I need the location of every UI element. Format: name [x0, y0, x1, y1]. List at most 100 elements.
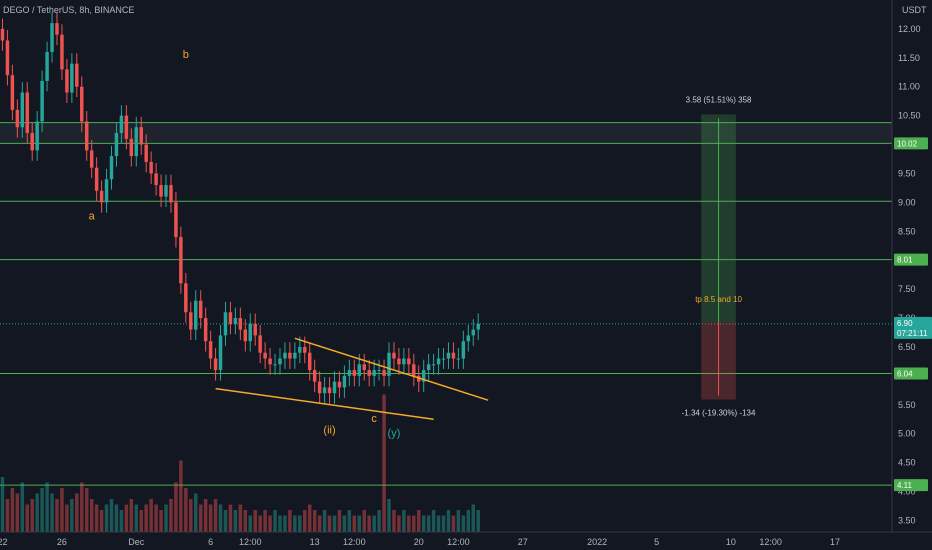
candle-body[interactable]: [357, 364, 362, 376]
trendlines[interactable]: [215, 337, 489, 420]
candle-body[interactable]: [372, 370, 376, 376]
candle-body[interactable]: [412, 364, 416, 376]
candle-body[interactable]: [253, 323, 257, 336]
candle-body[interactable]: [392, 352, 396, 359]
candle-body[interactable]: [446, 352, 451, 359]
candle-body[interactable]: [119, 115, 124, 133]
candle-body[interactable]: [436, 358, 441, 365]
candle-body[interactable]: [20, 92, 25, 128]
candle-body[interactable]: [431, 364, 436, 366]
long-position-tool[interactable]: 3.58 (51.51%) 358 -1.34 (-19.30%) -134 tp …: [682, 95, 756, 417]
candle-body[interactable]: [80, 86, 84, 122]
candle-body[interactable]: [258, 335, 262, 353]
candle-body[interactable]: [402, 358, 406, 365]
candle-body[interactable]: [322, 387, 327, 394]
trendline[interactable]: [294, 337, 489, 401]
candle-body[interactable]: [248, 323, 252, 342]
candle-body[interactable]: [476, 323, 480, 330]
candle-body[interactable]: [124, 115, 129, 139]
candle-body[interactable]: [228, 312, 233, 324]
trendline[interactable]: [215, 387, 434, 420]
candle-body[interactable]: [99, 190, 104, 203]
candle-body[interactable]: [417, 375, 421, 382]
candle-body[interactable]: [89, 150, 94, 168]
candle-body[interactable]: [10, 75, 15, 110]
candle-body[interactable]: [268, 358, 272, 365]
candle-body[interactable]: [327, 387, 332, 394]
candle-body[interactable]: [55, 23, 59, 35]
time-axis[interactable]: 22 26 Dec 6 12:00 13 12:00 20 12:00 27 2022 5 10 12:0…: [0, 537, 840, 547]
candle-body[interactable]: [50, 23, 54, 53]
candle-body[interactable]: [129, 138, 134, 157]
candle-body[interactable]: [164, 185, 168, 197]
candle-body[interactable]: [471, 329, 475, 336]
candle-body[interactable]: [15, 109, 20, 128]
candle-body[interactable]: [307, 352, 312, 371]
candle-body[interactable]: [189, 312, 193, 330]
candle-body[interactable]: [238, 318, 243, 330]
candle-body[interactable]: [263, 352, 267, 359]
candle-body[interactable]: [298, 346, 302, 353]
candle-body[interactable]: [362, 364, 366, 371]
candle-body[interactable]: [203, 318, 208, 342]
candle-body[interactable]: [441, 358, 446, 360]
candle-body[interactable]: [332, 381, 337, 394]
candle-body[interactable]: [352, 370, 357, 376]
candle-body[interactable]: [174, 202, 178, 238]
candle-body[interactable]: [0, 28, 5, 41]
candle-body[interactable]: [387, 352, 391, 376]
candle-body[interactable]: [337, 381, 342, 388]
candle-body[interactable]: [218, 335, 223, 371]
candle-body[interactable]: [139, 127, 143, 145]
candle-body[interactable]: [223, 312, 228, 336]
candle-body[interactable]: [382, 370, 386, 376]
candle-body[interactable]: [109, 156, 114, 180]
candle-body[interactable]: [451, 352, 456, 359]
candle-body[interactable]: [407, 358, 411, 365]
candle-body[interactable]: [312, 370, 317, 382]
candle-body[interactable]: [397, 358, 401, 365]
candle-body[interactable]: [70, 63, 74, 93]
candle-body[interactable]: [288, 352, 292, 359]
candle-body[interactable]: [303, 346, 307, 353]
candle-body[interactable]: [293, 352, 297, 359]
candle-body[interactable]: [179, 237, 183, 284]
candle-body[interactable]: [466, 335, 471, 342]
candle-body[interactable]: [213, 358, 218, 371]
candle-body[interactable]: [169, 185, 173, 203]
candle-body[interactable]: [208, 341, 213, 359]
candle-body[interactable]: [233, 318, 238, 324]
candle-body[interactable]: [283, 352, 287, 359]
candle-body[interactable]: [35, 121, 39, 151]
candle-body[interactable]: [426, 364, 431, 371]
candle-body[interactable]: [75, 63, 79, 87]
candle-body[interactable]: [5, 40, 10, 76]
candle-body[interactable]: [461, 341, 466, 359]
candle-body[interactable]: [367, 370, 371, 376]
candle-body[interactable]: [94, 167, 99, 191]
candle-body[interactable]: [144, 144, 148, 162]
candle-body[interactable]: [104, 179, 109, 203]
candle-body[interactable]: [114, 133, 119, 157]
candle-body[interactable]: [243, 329, 248, 342]
candle-body[interactable]: [149, 161, 153, 174]
candle-body[interactable]: [84, 121, 89, 151]
candle-body[interactable]: [65, 69, 69, 93]
candle-body[interactable]: [25, 92, 29, 133]
candle-body[interactable]: [273, 364, 277, 366]
candle-body[interactable]: [60, 34, 64, 70]
candle-body[interactable]: [421, 370, 426, 382]
horizontal-levels[interactable]: [0, 122, 892, 486]
candle-body[interactable]: [154, 173, 158, 186]
candle-body[interactable]: [377, 370, 381, 372]
candle-body[interactable]: [184, 283, 188, 313]
candlesticks[interactable]: [0, 12, 480, 404]
candle-body[interactable]: [342, 375, 347, 388]
candle-body[interactable]: [347, 370, 352, 376]
candle-body[interactable]: [278, 358, 282, 365]
candle-body[interactable]: [40, 80, 44, 122]
candle-body[interactable]: [159, 185, 163, 197]
candle-body[interactable]: [456, 358, 461, 360]
candle-body[interactable]: [45, 52, 49, 81]
